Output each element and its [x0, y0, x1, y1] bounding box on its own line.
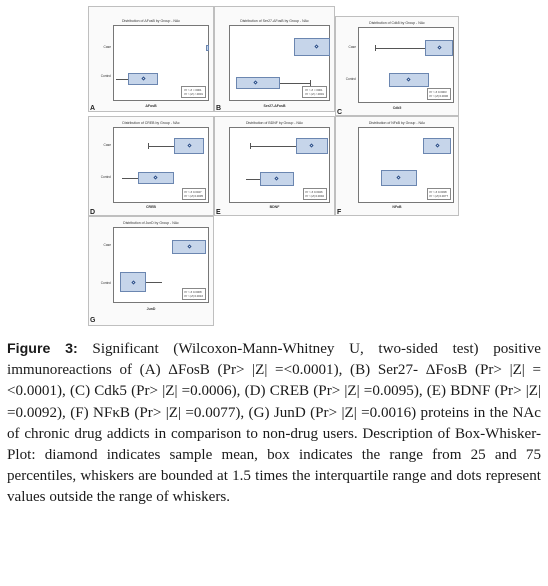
figure-label: Figure 3: [7, 341, 78, 357]
group-label-control: Control [100, 74, 111, 78]
case-box [294, 38, 330, 56]
group-label-case: Case [103, 45, 111, 49]
panel-letter: E [216, 209, 221, 216]
panel-d: Distribution of CREB by Group - NAc Pr >… [88, 116, 214, 216]
panel-title: Distribution of JunD by Group - NAc [123, 221, 179, 225]
stats-box: Pr > Z <.0001 Pr > |Z| <.0001 [302, 86, 327, 98]
panel-e: Distribution of BDNF by Group - NAc Pr >… [214, 116, 335, 216]
plot-area: Pr > Z 0.0046 Pr > |Z| 0.0092 [229, 127, 330, 203]
case-whisker-cap [375, 45, 376, 51]
group-label-case: Case [103, 243, 111, 247]
panel-title: Distribution of ΔFosB by Group - NAc [122, 19, 180, 23]
stats-box: Pr > Z 0.0046 Pr > |Z| 0.0092 [302, 188, 327, 200]
stats-box: Pr > Z 0.0047 Pr > |Z| 0.0095 [181, 188, 206, 200]
panel-letter: B [216, 105, 222, 112]
plot-area: Pr > Z 0.0008 Pr > |Z| 0.0016 [113, 227, 209, 303]
group-label-case: Case [103, 143, 111, 147]
panel-letter: C [337, 109, 343, 116]
x-axis-label: ΔFosB [145, 104, 157, 108]
control-whisker [122, 178, 138, 179]
case-whisker-cap [250, 143, 251, 149]
group-label-control: Control [345, 77, 356, 81]
control-whisker [280, 83, 310, 84]
panel-b: Distribution of Ser27-ΔFosB by Group - N… [214, 6, 335, 112]
x-axis-label: Ser27-ΔFosB [263, 104, 286, 108]
stats-box: Pr > Z 0.0003 Pr > |Z| 0.0006 [426, 88, 451, 100]
plot-area: Pr > Z 0.0047 Pr > |Z| 0.0095 [113, 127, 209, 203]
case-whisker [148, 146, 174, 147]
control-box [236, 77, 280, 89]
panel-f: Distribution of NFκB by Group - NAc Pr >… [335, 116, 459, 216]
x-axis-label: Cdk5 [392, 106, 402, 110]
stats-box: Pr > Z 0.0008 Pr > |Z| 0.0016 [181, 288, 206, 300]
group-label-control: Control [100, 175, 111, 179]
figure-caption: Figure 3: Significant (Wilcoxon-Mann-Whi… [7, 339, 541, 509]
x-axis-label: NFκB [392, 205, 402, 209]
x-axis-label: BDNF [269, 205, 280, 209]
case-box [206, 45, 209, 51]
panel-letter: G [90, 317, 96, 324]
plot-area: Pr > Z 0.0038 Pr > |Z| 0.0077 [358, 127, 454, 203]
panel-letter: F [337, 209, 342, 216]
control-whisker [116, 79, 128, 80]
group-label-case: Case [348, 45, 356, 49]
panel-title: Distribution of NFκB by Group - NAc [368, 121, 426, 125]
x-axis-label: JunD [146, 307, 156, 311]
stats-box: Pr > Z 0.0038 Pr > |Z| 0.0077 [426, 188, 451, 200]
stats-box: Pr > Z <.0001 Pr > |Z| <.0001 [181, 86, 206, 98]
group-label-control: Control [100, 281, 111, 285]
control-whisker [146, 282, 162, 283]
panel-g: Distribution of JunD by Group - NAc Pr >… [88, 216, 214, 326]
control-whisker-cap [310, 80, 311, 86]
panel-title: Distribution of BDNF by Group - NAc [246, 121, 303, 125]
panel-title: Distribution of Ser27-ΔFosB by Group - N… [240, 19, 309, 23]
caption-text: Significant (Wilcoxon-Mann-Whitney U, tw… [7, 341, 541, 506]
panel-letter: D [90, 209, 96, 216]
x-axis-label: CREB [146, 205, 156, 209]
panel-c: Distribution of Cdk5 by Group - NAc Pr >… [335, 16, 459, 116]
case-whisker [375, 48, 425, 49]
case-whisker [250, 146, 296, 147]
panel-title: Distribution of CREB by Group - NAc [122, 121, 180, 125]
panel-a: Distribution of ΔFosB by Group - NAc Pr … [88, 6, 214, 112]
figure-3-panels: Distribution of ΔFosB by Group - NAc Pr … [88, 6, 459, 326]
panel-letter: A [90, 105, 96, 112]
panel-title: Distribution of Cdk5 by Group - NAc [369, 21, 425, 25]
plot-area: Pr > Z <.0001 Pr > |Z| <.0001 [113, 25, 209, 101]
plot-area: Pr > Z 0.0003 Pr > |Z| 0.0006 [358, 27, 454, 103]
case-whisker-cap [148, 143, 149, 149]
plot-area: Pr > Z <.0001 Pr > |Z| <.0001 [229, 25, 330, 101]
control-whisker [246, 179, 260, 180]
